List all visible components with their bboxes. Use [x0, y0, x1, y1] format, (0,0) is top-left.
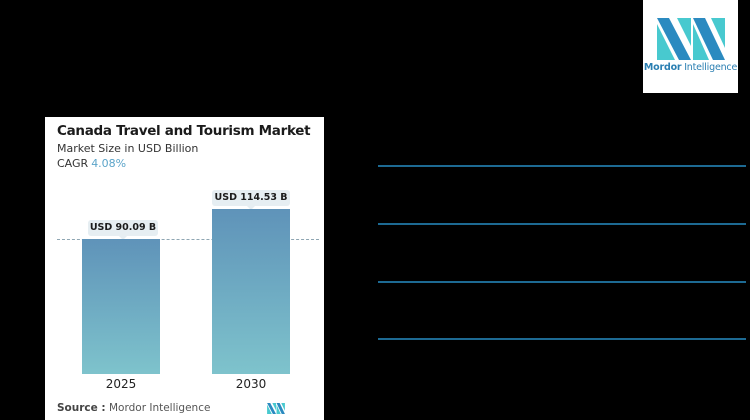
bar-2030 — [212, 209, 290, 374]
logo-text: Mordor Intelligence — [643, 62, 738, 73]
source-label: Source : — [57, 402, 106, 414]
bar-value-label-2025: USD 90.09 B — [88, 220, 158, 240]
cagr: CAGR 4.08% — [57, 157, 126, 170]
chart-card: Canada Travel and Tourism Market Market … — [45, 117, 324, 420]
source: Source : Mordor Intelligence — [57, 402, 210, 414]
source-value: Mordor Intelligence — [108, 402, 211, 414]
bar-2025 — [82, 239, 160, 374]
cagr-value: 4.08% — [91, 157, 127, 170]
cagr-label: CAGR — [57, 157, 89, 170]
chart-title: Canada Travel and Tourism Market — [57, 123, 311, 139]
divider-line-4 — [378, 338, 746, 340]
source-logo-icon — [267, 403, 285, 414]
divider-line-2 — [378, 223, 746, 225]
divider-line-3 — [378, 281, 746, 283]
mordor-logo-icon — [657, 18, 725, 60]
divider-line-1 — [378, 165, 746, 167]
chart-subtitle: Market Size in USD Billion — [57, 142, 199, 155]
bar-value-label-2030: USD 114.53 B — [212, 190, 290, 210]
x-label-2025: 2025 — [105, 377, 137, 391]
x-label-2030: 2030 — [235, 377, 267, 391]
mordor-intelligence-logo: Mordor Intelligence — [643, 0, 738, 93]
reference-dashed-line — [57, 239, 319, 240]
